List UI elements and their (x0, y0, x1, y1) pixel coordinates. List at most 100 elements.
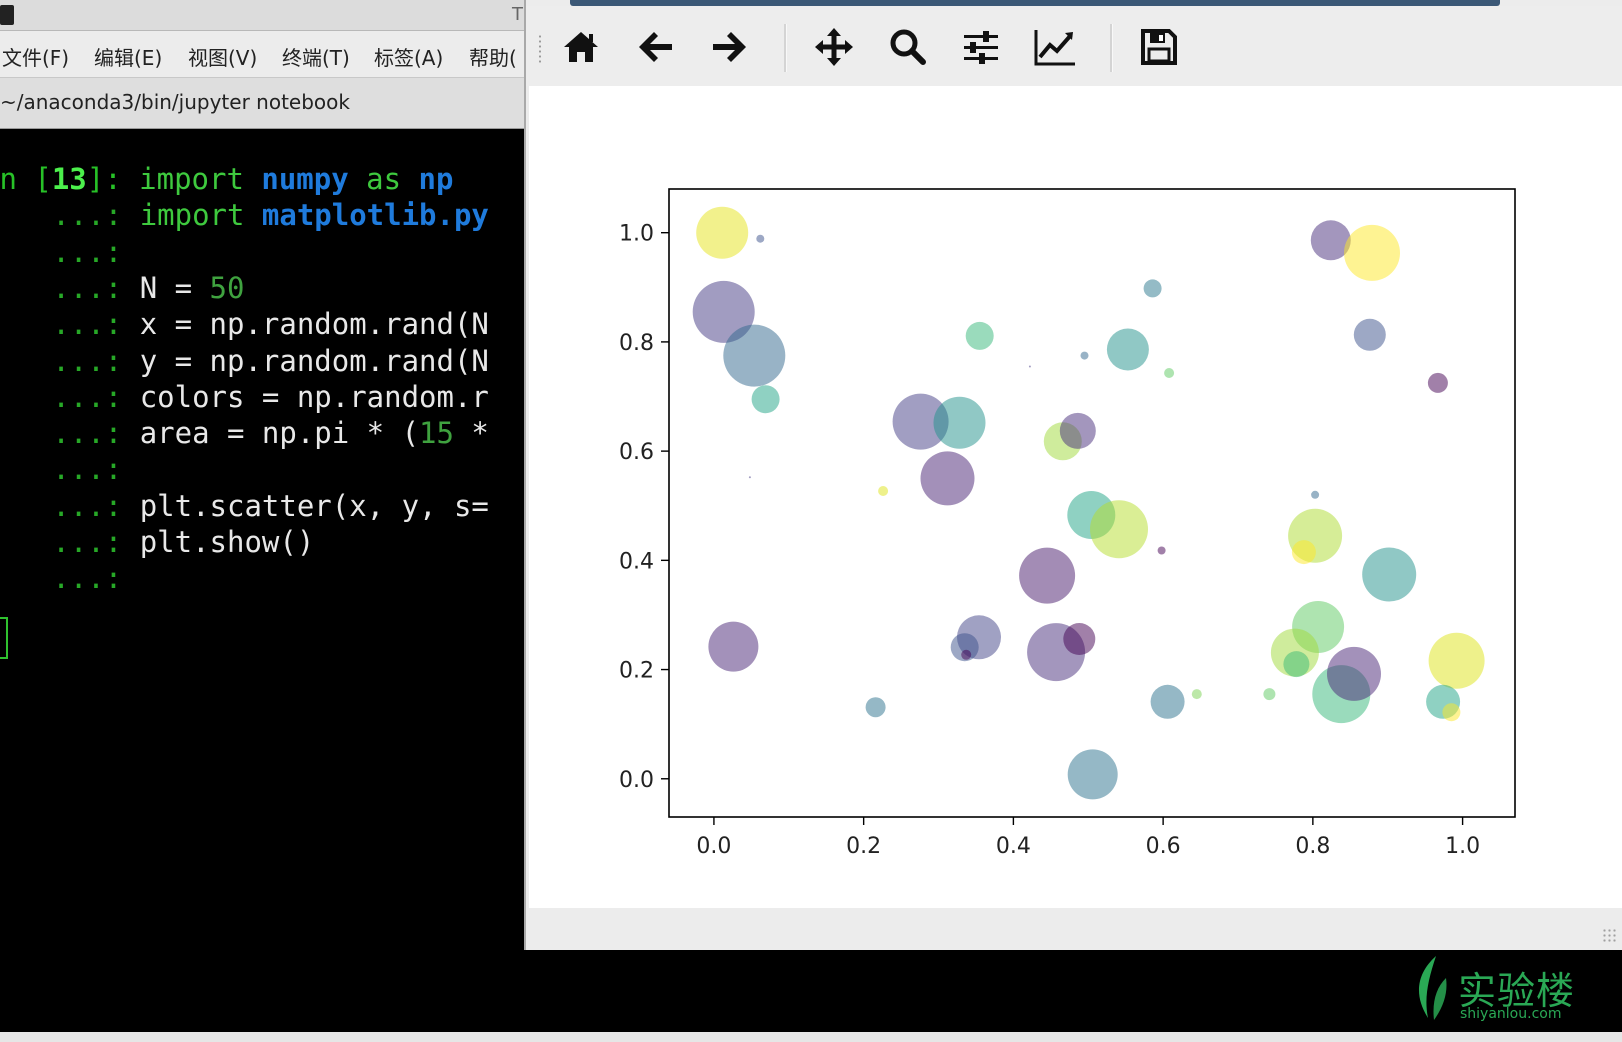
input-prompt: In [13]: (0, 162, 139, 196)
menu-edit[interactable]: 编辑(E) (94, 46, 163, 70)
y-tick-label: 1.0 (619, 222, 654, 247)
continuation-prompt: ...: (0, 270, 140, 305)
scatter-point (1164, 368, 1175, 378)
scatter-point (1283, 651, 1310, 678)
forward-icon (713, 32, 746, 62)
code-token: plt.show() (139, 525, 315, 559)
window-menu-icon[interactable] (0, 5, 14, 25)
scatter-point (696, 206, 749, 259)
prompt-part: 13 (51, 162, 87, 196)
code-token: area = np.pi * ( (139, 416, 420, 451)
scatter-point (1143, 279, 1162, 298)
code-token: as (348, 162, 419, 196)
scatter-point (1059, 412, 1096, 449)
toolbar-grip[interactable] (538, 34, 542, 64)
code-line: ...: plt.show() (0, 525, 314, 561)
figure-titlebar[interactable] (570, 0, 1500, 6)
scatter-point (748, 476, 751, 479)
scatter-plot: 0.0 0.2 0.4 0.6 0.8 1.0 0.0 0.2 0.4 0.6 0.8 1.0 (619, 188, 1516, 859)
scatter-point (1067, 749, 1118, 800)
continuation-prompt: ...: (0, 379, 140, 414)
home-icon (564, 32, 598, 62)
code-line: ...: area = np.pi * (15 * (0, 416, 489, 452)
pan-icon (815, 28, 853, 66)
subplots-config-button[interactable] (956, 22, 1006, 72)
y-tick-label: 0.0 (619, 768, 654, 793)
scatter-point (933, 396, 986, 449)
scatter-point (1327, 646, 1381, 701)
menu-file[interactable]: 文件(F) (2, 46, 70, 70)
code-token: 50 (209, 270, 245, 305)
taskbar-edge (0, 1032, 1622, 1042)
code-token: N = (139, 270, 210, 305)
menu-terminal[interactable]: 终端(T) (282, 46, 350, 70)
figure-statusbar (526, 908, 1622, 948)
scatter-point (1157, 546, 1166, 555)
x-tick-label: 1.0 (1445, 834, 1480, 859)
scatter-point (920, 451, 975, 506)
watermark-logo: 实验楼 shiyanlou.com (1400, 950, 1610, 1030)
menu-help[interactable]: 帮助( (469, 46, 517, 70)
y-tick-label: 0.6 (619, 440, 654, 465)
edit-axes-button[interactable] (1030, 22, 1080, 72)
scatter-point (1362, 547, 1417, 602)
scatter-points (692, 206, 1485, 800)
continuation-prompt: ...: (0, 234, 140, 269)
zoom-icon (890, 29, 926, 65)
code-line: ...: y = np.random.rand(N (0, 344, 489, 380)
terminal-output[interactable]: In [13]: import numpy as np ...: import … (0, 129, 530, 1042)
toolbar-separator (784, 24, 787, 72)
back-icon (639, 32, 672, 62)
continuation-prompt: ...: (0, 198, 140, 233)
scatter-point (692, 280, 755, 343)
toolbar-separator (1110, 24, 1113, 72)
scatter-point (965, 321, 994, 350)
figure-toolbar (526, 6, 1622, 86)
code-token: colors = np.random.r (139, 379, 489, 414)
code-token: plt.scatter(x, y, s= (139, 488, 489, 523)
scatter-point (1291, 540, 1316, 565)
scatter-point (1106, 328, 1149, 371)
zoom-button[interactable] (883, 22, 933, 72)
x-tick-label: 0.4 (996, 834, 1031, 859)
prompt-part: ]: (86, 162, 140, 196)
resize-grip[interactable] (1602, 928, 1618, 944)
scatter-point (1344, 224, 1400, 281)
code-token: import (139, 198, 262, 233)
scatter-point (1191, 689, 1202, 700)
terminal-title: T (512, 4, 523, 25)
code-line: ...: (0, 235, 140, 271)
figure-canvas[interactable]: 0.0 0.2 0.4 0.6 0.8 1.0 0.0 0.2 0.4 0.6 0.8 1.0 (529, 86, 1622, 908)
code-token: * (453, 416, 489, 451)
x-tick-label: 0.0 (696, 834, 731, 859)
watermark-title: 实验楼 (1458, 969, 1576, 1013)
scatter-point (878, 486, 889, 496)
forward-button[interactable] (704, 22, 754, 72)
code-line: ...: N = 50 (0, 271, 244, 307)
terminal-cursor (0, 617, 8, 659)
subplots-config-icon (964, 31, 998, 64)
x-tick-label: 0.2 (846, 834, 881, 859)
menu-tabs[interactable]: 标签(A) (374, 46, 444, 70)
terminal-menubar: 文件(F) 编辑(E) 视图(V) 终端(T) 标签(A) 帮助( (0, 31, 530, 78)
scatter-point (961, 649, 972, 660)
code-line: ...: colors = np.random.r (0, 380, 489, 416)
code-token: numpy (261, 162, 349, 196)
scatter-point (1019, 547, 1076, 604)
save-icon (1141, 29, 1177, 65)
code-token: import (139, 162, 262, 196)
scatter-point (1353, 318, 1386, 351)
code-token: y = np.random.rand(N (139, 343, 489, 378)
scatter-point (1310, 220, 1351, 261)
home-button[interactable] (556, 22, 606, 72)
scatter-point (1442, 703, 1461, 722)
terminal-tab-title[interactable]: ~/anaconda3/bin/jupyter notebook (0, 90, 350, 114)
pan-button[interactable] (809, 22, 859, 72)
terminal-titlebar[interactable]: T (0, 0, 530, 31)
save-button[interactable] (1134, 22, 1184, 72)
back-button[interactable] (631, 22, 681, 72)
menu-view[interactable]: 视图(V) (188, 46, 258, 70)
code-token: 15 (419, 416, 454, 451)
scatter-point (708, 621, 759, 672)
scatter-point (1090, 500, 1148, 559)
